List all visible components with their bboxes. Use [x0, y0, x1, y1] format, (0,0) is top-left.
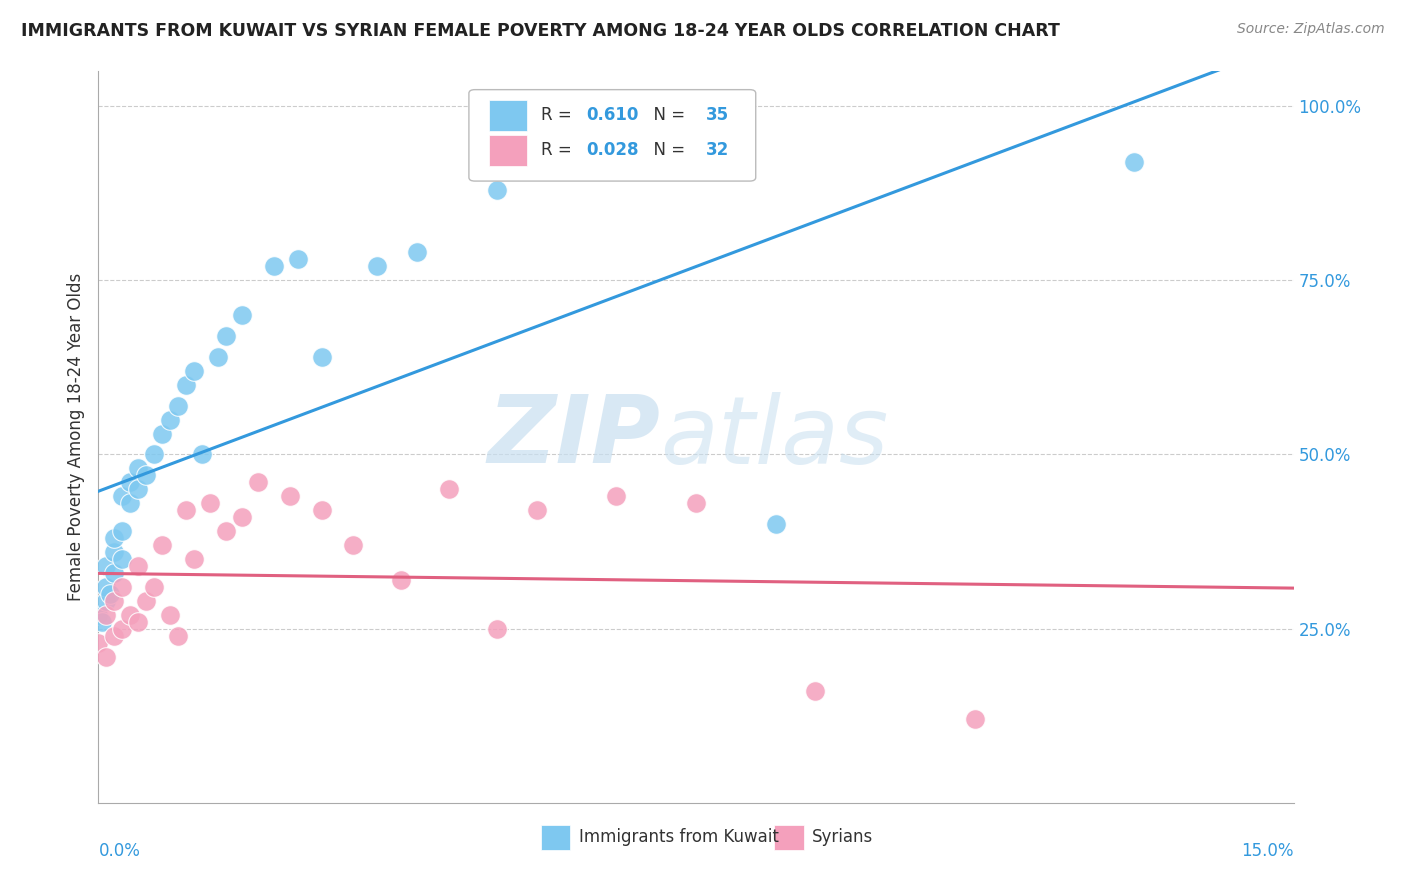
- Point: [87, 607, 110, 622]
- Text: 0.610: 0.610: [586, 106, 638, 124]
- FancyBboxPatch shape: [489, 100, 527, 130]
- Point: [159, 607, 181, 622]
- Point: [111, 580, 134, 594]
- Point: [963, 712, 986, 726]
- Point: [437, 483, 460, 497]
- Point: [120, 475, 142, 490]
- Point: [231, 510, 253, 524]
- Point: [167, 629, 190, 643]
- Point: [246, 475, 269, 490]
- Point: [366, 260, 388, 274]
- Point: [103, 531, 125, 545]
- Text: 0.0%: 0.0%: [98, 842, 141, 860]
- Point: [150, 426, 173, 441]
- FancyBboxPatch shape: [470, 90, 756, 181]
- Point: [143, 448, 166, 462]
- Point: [389, 573, 412, 587]
- Point: [103, 545, 125, 559]
- Point: [159, 412, 181, 426]
- Point: [485, 183, 508, 197]
- Point: [96, 558, 118, 573]
- Point: [215, 524, 238, 538]
- Text: 35: 35: [706, 106, 728, 124]
- Point: [87, 635, 110, 649]
- Point: [215, 329, 238, 343]
- Point: [174, 503, 197, 517]
- Point: [96, 580, 118, 594]
- Text: Source: ZipAtlas.com: Source: ZipAtlas.com: [1237, 22, 1385, 37]
- Point: [311, 350, 333, 364]
- Point: [231, 308, 253, 322]
- Point: [183, 364, 205, 378]
- Point: [127, 483, 149, 497]
- Text: 0.028: 0.028: [586, 141, 638, 160]
- Point: [485, 622, 508, 636]
- Point: [111, 622, 134, 636]
- Point: [103, 566, 125, 580]
- Point: [342, 538, 364, 552]
- Point: [91, 615, 114, 629]
- Point: [526, 503, 548, 517]
- Point: [120, 607, 142, 622]
- Point: [135, 594, 157, 608]
- Point: [287, 252, 309, 267]
- Point: [804, 684, 827, 698]
- Text: 32: 32: [706, 141, 728, 160]
- Text: IMMIGRANTS FROM KUWAIT VS SYRIAN FEMALE POVERTY AMONG 18-24 YEAR OLDS CORRELATIO: IMMIGRANTS FROM KUWAIT VS SYRIAN FEMALE …: [21, 22, 1060, 40]
- Point: [127, 615, 149, 629]
- Point: [103, 594, 125, 608]
- Point: [111, 489, 134, 503]
- Point: [263, 260, 285, 274]
- Point: [150, 538, 173, 552]
- Text: Immigrants from Kuwait: Immigrants from Kuwait: [579, 828, 779, 847]
- Point: [1123, 155, 1146, 169]
- Point: [103, 629, 125, 643]
- Point: [111, 524, 134, 538]
- Text: N =: N =: [644, 141, 690, 160]
- Text: 15.0%: 15.0%: [1241, 842, 1294, 860]
- Y-axis label: Female Poverty Among 18-24 Year Olds: Female Poverty Among 18-24 Year Olds: [66, 273, 84, 601]
- Point: [127, 461, 149, 475]
- Point: [111, 552, 134, 566]
- FancyBboxPatch shape: [773, 825, 804, 850]
- Point: [98, 587, 122, 601]
- Point: [278, 489, 301, 503]
- Point: [198, 496, 221, 510]
- Point: [96, 594, 118, 608]
- Point: [167, 399, 190, 413]
- Point: [174, 377, 197, 392]
- Point: [96, 649, 118, 664]
- FancyBboxPatch shape: [489, 135, 527, 166]
- Point: [605, 489, 627, 503]
- Point: [135, 468, 157, 483]
- Point: [207, 350, 229, 364]
- Point: [765, 517, 787, 532]
- Point: [311, 503, 333, 517]
- Text: R =: R =: [541, 106, 576, 124]
- Text: ZIP: ZIP: [488, 391, 661, 483]
- Point: [685, 496, 707, 510]
- Point: [127, 558, 149, 573]
- Point: [183, 552, 205, 566]
- Text: N =: N =: [644, 106, 690, 124]
- Point: [96, 607, 118, 622]
- Point: [191, 448, 214, 462]
- Text: Syrians: Syrians: [811, 828, 873, 847]
- Text: atlas: atlas: [661, 392, 889, 483]
- Text: R =: R =: [541, 141, 576, 160]
- FancyBboxPatch shape: [541, 825, 571, 850]
- Point: [406, 245, 429, 260]
- Point: [143, 580, 166, 594]
- Point: [120, 496, 142, 510]
